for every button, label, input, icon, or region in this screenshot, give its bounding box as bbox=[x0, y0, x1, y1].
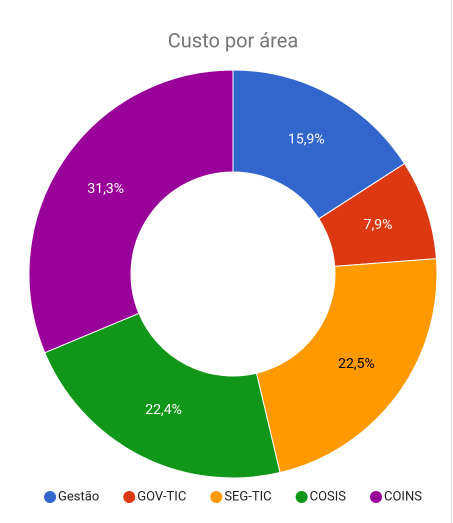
legend-marker bbox=[210, 491, 223, 503]
chart-title: Custo por área bbox=[168, 28, 298, 52]
legend-label: COSIS bbox=[310, 489, 347, 504]
value-label: 22,5% bbox=[338, 356, 375, 372]
legend-marker bbox=[44, 491, 57, 503]
slice bbox=[255, 258, 438, 474]
slice bbox=[232, 69, 406, 220]
value-label: 7,9% bbox=[364, 217, 393, 233]
legend-label: GOV-TIC bbox=[137, 489, 186, 504]
slice bbox=[44, 312, 281, 479]
legend-marker bbox=[123, 491, 136, 503]
legend-marker bbox=[295, 491, 308, 503]
value-label: 15,9% bbox=[288, 131, 325, 147]
slice bbox=[28, 69, 234, 354]
legend-label: SEG-TIC bbox=[224, 489, 271, 504]
legend-marker bbox=[370, 491, 383, 503]
value-label: 22,4% bbox=[145, 402, 182, 418]
legend-label: Gestão bbox=[58, 489, 99, 504]
value-label: 31,3% bbox=[87, 181, 124, 197]
legend-label: COINS bbox=[384, 489, 422, 504]
